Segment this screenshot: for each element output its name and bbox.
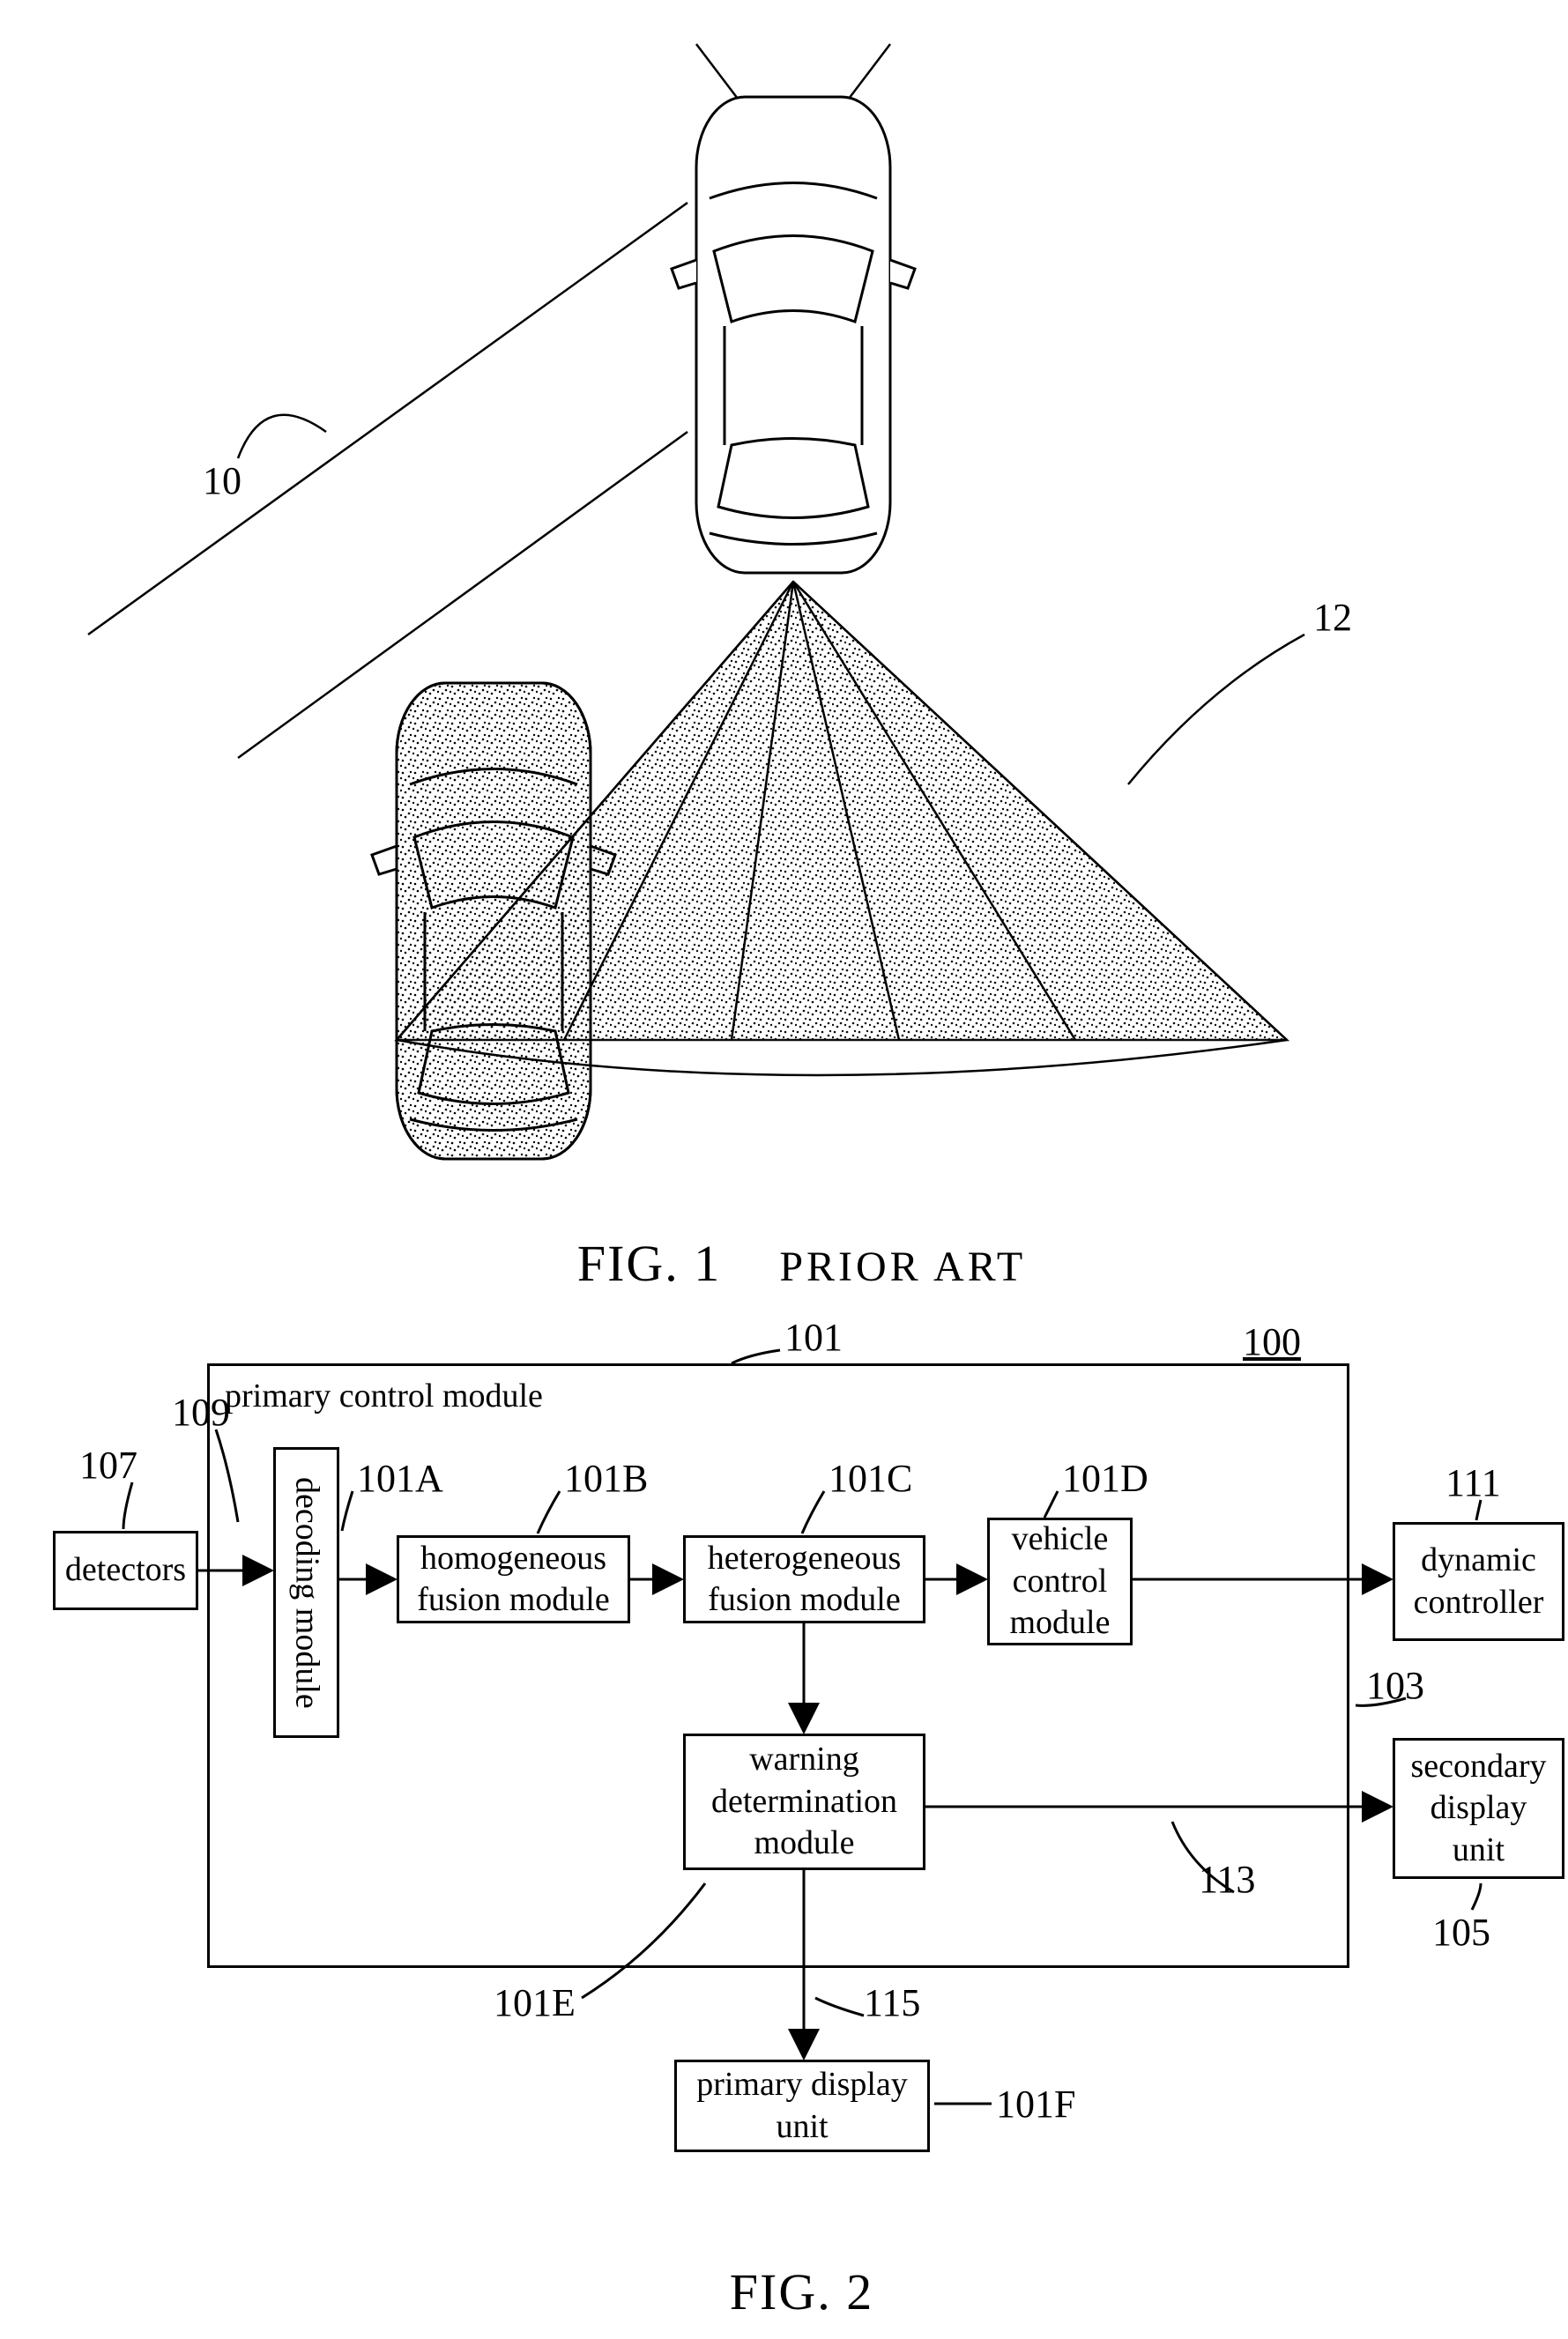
ref-111: 111	[1445, 1460, 1501, 1505]
ref-101C: 101C	[829, 1456, 912, 1501]
detectors-block: detectors	[53, 1531, 198, 1610]
decoding-block: decoding module	[273, 1447, 339, 1738]
ref-115: 115	[864, 1980, 920, 2025]
primary-display-text: primary display unit	[696, 2064, 908, 2148]
primary-display-block: primary display unit	[674, 2060, 930, 2152]
ref-101: 101	[784, 1315, 843, 1360]
figure-2: primary control module 100 detectors dec…	[18, 1293, 1568, 2262]
heterogeneous-block: heterogeneous fusion module	[683, 1535, 925, 1623]
homogeneous-text: homogeneous fusion module	[417, 1538, 609, 1622]
homogeneous-block: homogeneous fusion module	[397, 1535, 630, 1623]
fig2-caption: FIG. 2	[18, 2262, 1568, 2321]
vehicle-control-text: vehicle control module	[1010, 1518, 1111, 1645]
ref-12: 12	[1313, 595, 1352, 640]
vehicle-control-block: vehicle control module	[987, 1518, 1133, 1645]
warning-text: warning determination module	[711, 1739, 897, 1865]
fig1-subcaption: PRIOR ART	[779, 1244, 1026, 1290]
primary-control-module-label: primary control module	[225, 1377, 543, 1415]
ref-101B: 101B	[564, 1456, 648, 1501]
fig1-caption: FIG. 1 PRIOR ART	[18, 1234, 1568, 1293]
fig1-caption-text: FIG. 1	[577, 1235, 721, 1292]
figure-1: 10 12	[18, 18, 1568, 1234]
secondary-display-block: secondary display unit	[1393, 1738, 1564, 1879]
ref-101F: 101F	[996, 2082, 1075, 2127]
ref-101A: 101A	[357, 1456, 443, 1501]
primary-control-module-box	[207, 1363, 1349, 1968]
ref-101E: 101E	[494, 1980, 576, 2025]
decoding-text: decoding module	[286, 1477, 328, 1709]
detectors-text: detectors	[65, 1549, 186, 1592]
ref-100: 100	[1243, 1319, 1301, 1364]
dynamic-controller-text: dynamic controller	[1414, 1540, 1544, 1623]
fig2-caption-text: FIG. 2	[730, 2263, 873, 2320]
ref-103: 103	[1366, 1663, 1424, 1708]
heterogeneous-text: heterogeneous fusion module	[708, 1538, 901, 1622]
ref-10: 10	[203, 458, 242, 503]
ref-101D: 101D	[1062, 1456, 1148, 1501]
ref-109: 109	[172, 1390, 230, 1435]
ref-105: 105	[1432, 1910, 1490, 1955]
ref-113: 113	[1199, 1857, 1255, 1902]
warning-block: warning determination module	[683, 1734, 925, 1870]
secondary-display-text: secondary display unit	[1410, 1746, 1546, 1872]
ref-107: 107	[79, 1443, 137, 1488]
dynamic-controller-block: dynamic controller	[1393, 1522, 1564, 1641]
